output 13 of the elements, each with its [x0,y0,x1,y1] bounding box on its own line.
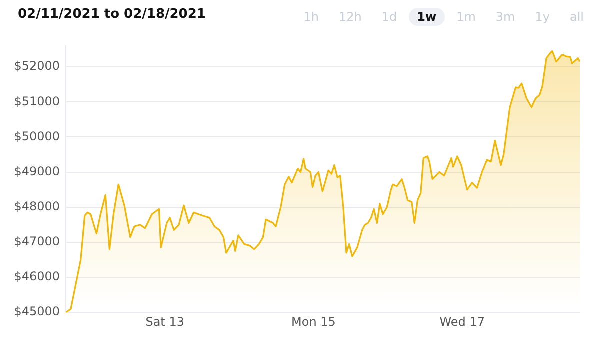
chart-title: 02/11/2021 to 02/18/2021 [18,7,206,22]
y-tick-label: $46000 [14,270,60,284]
y-tick-label: $51000 [14,94,60,108]
text: 1w [409,8,445,26]
y-tick-label: $50000 [14,129,60,144]
x-tick-label: Wed 17 [440,314,485,329]
x-tick-label: Sat 13 [146,314,184,329]
y-tick-label: $48000 [14,199,60,214]
y-tick-label: $45000 [14,304,60,319]
y-tick-label: $47000 [14,234,60,249]
x-tick-label: Mon 15 [292,314,336,329]
y-tick-label: $52000 [14,59,60,74]
y-tick-label: $49000 [14,164,60,178]
